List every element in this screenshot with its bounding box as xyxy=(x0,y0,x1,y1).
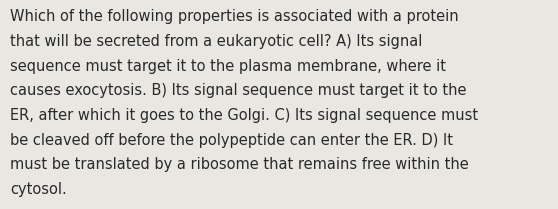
Text: be cleaved off before the polypeptide can enter the ER. D) It: be cleaved off before the polypeptide ca… xyxy=(10,133,453,148)
Text: ER, after which it goes to the Golgi. C) Its signal sequence must: ER, after which it goes to the Golgi. C)… xyxy=(10,108,478,123)
Text: must be translated by a ribosome that remains free within the: must be translated by a ribosome that re… xyxy=(10,157,469,172)
Text: sequence must target it to the plasma membrane, where it: sequence must target it to the plasma me… xyxy=(10,59,446,74)
Text: that will be secreted from a eukaryotic cell? A) Its signal: that will be secreted from a eukaryotic … xyxy=(10,34,422,49)
Text: Which of the following properties is associated with a protein: Which of the following properties is ass… xyxy=(10,9,459,24)
Text: causes exocytosis. B) Its signal sequence must target it to the: causes exocytosis. B) Its signal sequenc… xyxy=(10,83,466,98)
Text: cytosol.: cytosol. xyxy=(10,182,67,197)
